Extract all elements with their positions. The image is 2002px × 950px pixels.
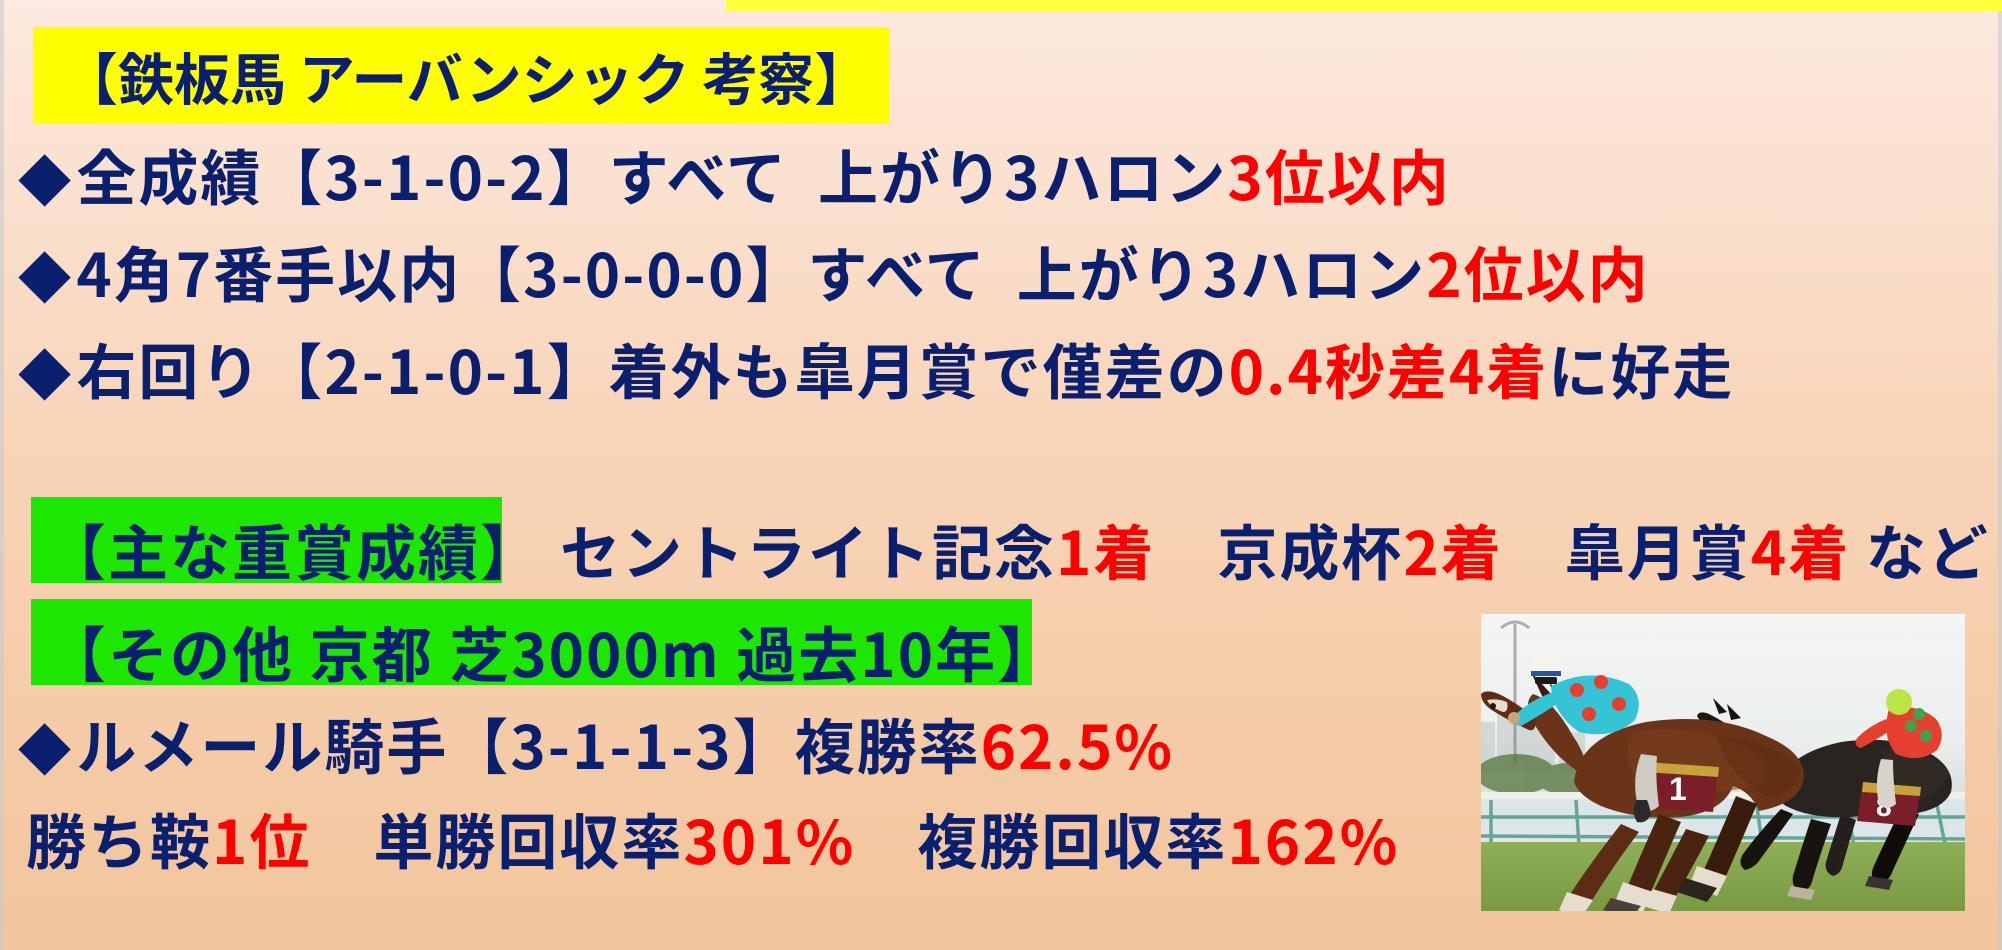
svg-text:1: 1 (1669, 771, 1687, 807)
